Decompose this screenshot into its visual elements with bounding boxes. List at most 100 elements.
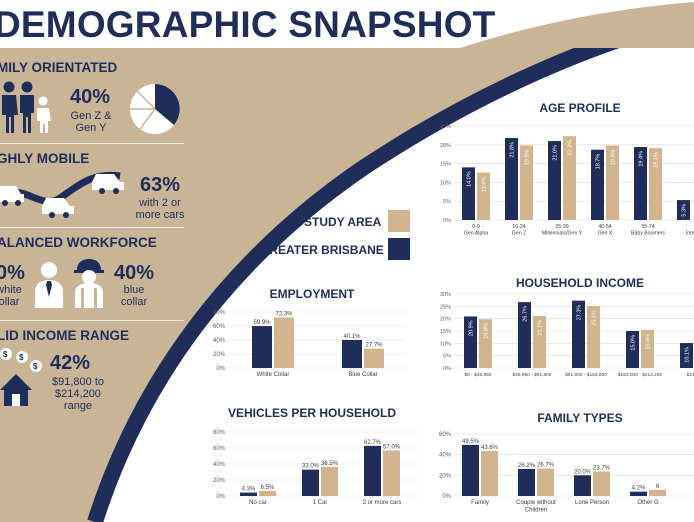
data-label: 26.2% [518, 463, 536, 469]
bar [537, 468, 554, 496]
bar [321, 466, 338, 496]
data-label: 20.9% [469, 320, 475, 336]
svg-text:$: $ [3, 350, 8, 359]
family-caption-2: Gen Y [75, 122, 107, 134]
data-label: 14.0% [467, 171, 473, 187]
x-tick-label: Gen Z [512, 231, 526, 237]
x-tick-label: Other G [637, 500, 659, 506]
divider [0, 143, 184, 144]
office-worker-icon [35, 262, 63, 308]
y-tick-label: 15% [440, 329, 451, 335]
data-label: 19.4% [639, 151, 645, 167]
bar [548, 141, 561, 220]
x-tick-label: $46,960 - $91,800 [513, 372, 552, 378]
bar [641, 330, 654, 368]
divider [0, 227, 184, 228]
bar [518, 468, 535, 496]
x-tick-label: Gen Alpha [464, 231, 488, 237]
data-label: 62.7% [364, 440, 382, 446]
x-tick-label: 1 Car [313, 500, 328, 506]
income-caption-1: $91,800 to [52, 376, 104, 388]
mobile-caption-1: with 2 or [139, 197, 181, 209]
x-tick-label: Couple without [516, 500, 556, 506]
bar [252, 326, 272, 368]
y-tick-label: 20% [213, 352, 226, 358]
bar [302, 469, 319, 496]
y-tick-label: 0% [442, 494, 451, 500]
mobile-value: 63% [140, 174, 181, 196]
legend-study-area-label: STUDY AREA [304, 215, 382, 229]
income-caption-2: $214,200 [55, 388, 101, 400]
mobile-heading: GHLY MOBILE [0, 151, 90, 166]
bar [574, 475, 591, 496]
employment-chart: 0% 20% 40% 60% 80% 59.9% 72.3% White Collar 40.1… [213, 310, 406, 378]
data-label: 4.3% [242, 487, 256, 493]
bar [240, 492, 257, 496]
y-tick-label: 40% [213, 462, 226, 468]
white-collar-value: 0% [0, 262, 25, 284]
data-label: 22.3% [568, 140, 574, 156]
bar [630, 491, 647, 496]
white-collar-caption-1: white [0, 284, 22, 296]
x-tick-label: 55-74 [641, 224, 654, 230]
y-tick-label: 20% [439, 473, 452, 479]
x-tick-label: Lone Person [575, 500, 609, 506]
data-label: 21.0% [553, 145, 559, 161]
family-icon [2, 81, 51, 133]
x-tick-label: $214,2 [687, 372, 694, 378]
data-label: 72.3% [275, 311, 293, 317]
y-tick-label: 5% [443, 199, 451, 205]
white-collar-caption-2: ollar [0, 296, 20, 308]
family-caption-1: Gen Z & [70, 110, 112, 122]
y-tick-label: 0% [443, 218, 451, 224]
bar [587, 306, 600, 368]
income-heading: LID INCOME RANGE [0, 328, 130, 343]
page-title: DEMOGRAPHIC SNAPSHOT [0, 4, 496, 45]
x-tick-label: 0-9 [472, 224, 480, 230]
bar [591, 149, 604, 220]
house-money-icon: $ $ $ [0, 348, 42, 406]
bar [520, 145, 533, 220]
vehicles-chart: 0% 20% 40% 60% 80% 4.3% 6.5% No car 33.0% 36.5% 1 … [213, 430, 420, 506]
data-label: 59.9% [253, 320, 271, 326]
y-tick-label: 10% [440, 180, 451, 186]
bar [563, 136, 576, 220]
data-label: 19.1% [654, 152, 660, 168]
hard-hat-worker-icon [74, 259, 104, 308]
vehicles-chart-title: VEHICLES PER HOUSEHOLD [227, 406, 397, 420]
legend-study-area-swatch [388, 210, 410, 232]
y-tick-label: 20% [440, 317, 451, 323]
data-label: 6 [656, 484, 660, 490]
household-income-chart: 0% 5% 10% 15% 20% 25% 30% 20.9% 19.8% $0 - $46,96… [440, 292, 694, 378]
y-tick-label: 0% [216, 366, 225, 372]
data-label: 21.1% [538, 320, 544, 336]
car-road-icon [0, 171, 124, 218]
data-label: 6.5% [261, 485, 275, 491]
family-types-chart: 0% 20% 40% 60% 49.5%43.6% Family 26.2% 26.7% Cou… [439, 432, 694, 514]
divider [0, 320, 184, 321]
legend-greater-brisbane-label: GREATER BRISBANE [260, 243, 384, 257]
y-tick-label: 60% [439, 432, 452, 438]
data-label: 40.1% [343, 334, 361, 340]
bar [364, 445, 381, 496]
bar [572, 300, 585, 368]
data-label: 12.6% [482, 177, 488, 193]
data-label: 23.7% [593, 466, 611, 472]
data-label: 4.2% [632, 486, 646, 492]
data-label: 26.7% [523, 306, 529, 322]
data-label: 43.6% [481, 445, 499, 451]
y-tick-label: 40% [439, 453, 452, 459]
blue-collar-value: 40% [114, 262, 155, 284]
bar [626, 331, 639, 368]
data-label: 18.7% [596, 154, 602, 170]
data-label: 20.0% [574, 469, 592, 475]
y-tick-label: 10% [440, 341, 451, 347]
legend-greater-brisbane-swatch [388, 238, 410, 260]
bar [677, 200, 690, 220]
bar [259, 490, 276, 496]
y-tick-label: 30% [440, 292, 451, 298]
data-label: 5.3% [682, 204, 688, 217]
bar [593, 471, 610, 496]
x-tick-label: Family [471, 500, 489, 506]
